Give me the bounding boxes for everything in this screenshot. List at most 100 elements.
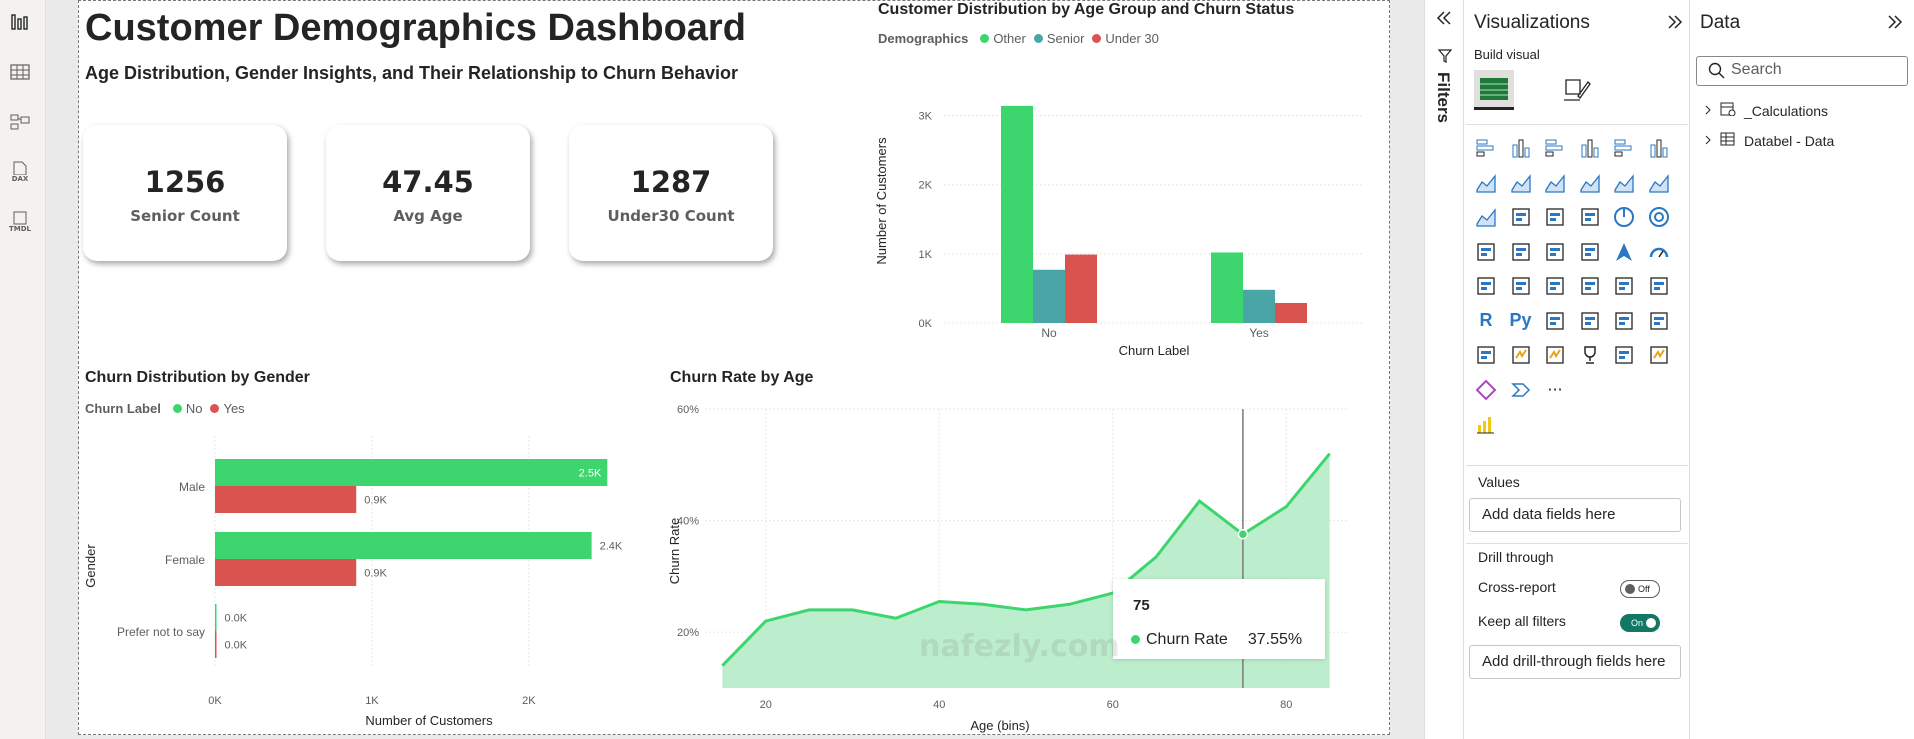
x-tick-label: No [1041,326,1057,340]
legend-item-other[interactable]: Other [993,31,1026,46]
100-stacked-bar-chart-icon[interactable] [1612,136,1636,160]
python-visual-icon[interactable]: Py [1509,309,1533,333]
custom-visual-icon[interactable] [1647,343,1671,367]
x-tick-label: 60 [1107,699,1119,711]
narrative-icon[interactable] [1647,309,1671,333]
multi-row-card-icon[interactable] [1509,274,1533,298]
legend-title: Churn Label [85,401,161,416]
legend-item-yes[interactable]: Yes [223,401,245,416]
data-item-databel[interactable]: Databel - Data [1704,132,1834,149]
line-clustered-column-chart-icon[interactable] [1647,171,1671,195]
churn-rate-tooltip: 75 Churn Rate 37.55% [1113,579,1325,659]
area-chart-icon[interactable] [1509,171,1533,195]
page-subtitle: Age Distribution, Gender Insights, and T… [85,63,739,83]
data-item-calculations[interactable]: _Calculations [1704,102,1828,119]
stacked-bar-chart-icon[interactable] [1474,136,1498,160]
legend-title: Demographics [878,31,969,46]
shape-map-icon[interactable] [1578,240,1602,264]
card-icon[interactable] [1474,274,1498,298]
gender-bar-chart[interactable]: 0K 1K 2K Male 2.5K 0.9K Female 2.4K 0.9K Prefer n… [79,426,659,736]
key-influencers-icon[interactable] [1543,309,1567,333]
map-icon[interactable] [1509,240,1533,264]
report-view-icon[interactable] [8,10,32,34]
filters-label: Filters [1434,72,1453,124]
legend-dot-under30 [1092,34,1102,43]
r-visual-icon[interactable]: R [1474,309,1498,333]
donut-chart-icon[interactable] [1647,205,1671,229]
funnel-chart-icon[interactable] [1543,205,1567,229]
stacked-area-chart-icon[interactable] [1543,171,1567,195]
churn-rate-area-chart[interactable]: 20% 40% 60% 20 40 60 80 Age (bins) Churn Rate [665,391,1389,736]
clustered-bar-chart-icon[interactable] [1543,136,1567,160]
drill-through-field-well[interactable]: Add drill-through fields here [1469,645,1681,679]
paginated-report-icon[interactable] [1474,343,1498,367]
age-group-column-chart[interactable]: 0K 1K 2K 3K No Yes Churn Label Number of Custom… [874,81,1374,361]
goals-icon[interactable] [1578,343,1602,367]
fabric-icon[interactable] [1474,378,1498,402]
matrix-icon[interactable] [1647,274,1671,298]
keep-filters-toggle[interactable]: On [1620,614,1660,632]
ribbon-chart-icon[interactable] [1474,205,1498,229]
power-apps-icon[interactable] [1509,343,1533,367]
table-icon [1720,132,1736,149]
tmdl-view-icon[interactable]: TMDL [8,210,32,234]
data-search-input[interactable]: Search [1696,56,1908,86]
legend-item-under30[interactable]: Under 30 [1105,31,1159,46]
visualizations-title: Visualizations [1474,12,1590,33]
card-under30-count[interactable]: 1287 Under30 Count [569,125,773,261]
format-visual-tab-icon[interactable] [1560,74,1592,110]
image-icon[interactable] [1612,343,1636,367]
power-automate-icon[interactable] [1543,343,1567,367]
kpi-icon[interactable] [1543,274,1567,298]
qa-icon[interactable] [1612,309,1636,333]
scatter-chart-icon[interactable] [1578,205,1602,229]
legend-dot-other [980,34,990,43]
legend-item-senior[interactable]: Senior [1046,31,1085,46]
build-visual-tab-icon[interactable] [1474,70,1514,110]
bar-no [215,459,608,486]
table-view-icon[interactable] [8,60,32,84]
keep-filters-label: Keep all filters [1478,613,1566,629]
x-tick-label: 2K [522,695,536,707]
waterfall-chart-icon[interactable] [1509,205,1533,229]
line-stacked-column-chart-icon[interactable] [1612,171,1636,195]
model-view-icon[interactable] [8,110,32,134]
card-avg-age[interactable]: 47.45 Avg Age [326,125,530,261]
gauge-icon[interactable] [1647,240,1671,264]
divider [1466,124,1688,125]
build-visual-label: Build visual [1474,47,1540,62]
collapse-data-icon[interactable] [1886,14,1904,34]
divider [1466,543,1688,544]
expand-visualizations-icon[interactable] [1666,14,1684,34]
table-icon[interactable] [1612,274,1636,298]
more-visuals-icon[interactable]: ··· [1543,378,1567,402]
tooltip-label: Churn Rate [1127,631,1228,649]
treemap-icon[interactable] [1474,240,1498,264]
filled-map-icon[interactable] [1543,240,1567,264]
azure-map-icon[interactable] [1612,240,1636,264]
legend-item-no[interactable]: No [185,401,203,416]
decomposition-tree-icon[interactable] [1578,309,1602,333]
arrow-chevron-icon[interactable] [1509,378,1533,402]
card-label: Avg Age [393,207,463,225]
stacked-column-chart-icon[interactable] [1509,136,1533,160]
card-senior-count[interactable]: 1256 Senior Count [83,125,287,261]
report-page: Customer Demographics Dashboard Age Dist… [78,0,1390,735]
line-chart-icon[interactable] [1474,171,1498,195]
qna-chart-icon[interactable] [1474,412,1498,436]
cross-report-toggle[interactable]: Off [1620,580,1660,598]
filters-pane[interactable]: Filters [1424,0,1464,739]
pie-chart-icon[interactable] [1612,205,1636,229]
series-line [721,452,1331,667]
y-tick-label: Prefer not to say [117,625,205,639]
collapse-filters-icon[interactable] [1435,10,1453,30]
slicer-icon[interactable] [1578,274,1602,298]
values-field-well[interactable]: Add data fields here [1469,498,1681,532]
bar-yes [215,486,357,513]
dax-query-view-icon[interactable]: DAX [8,160,32,184]
left-rail: DAX TMDL [0,0,46,739]
clustered-column-chart-icon[interactable] [1578,136,1602,160]
y-tick-label: 0K [919,318,933,330]
100-stacked-column-chart-icon[interactable] [1647,136,1671,160]
100-stacked-area-chart-icon[interactable] [1578,171,1602,195]
